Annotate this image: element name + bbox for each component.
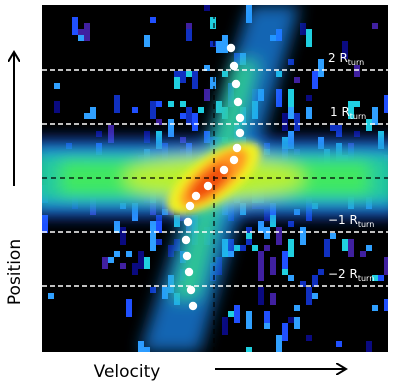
rotation-dot [233,97,243,107]
rotation-dot [229,155,239,165]
rotation-dot [235,128,245,138]
annotation: 2 Rturn [328,51,364,67]
annotation: −2 Rturn [328,267,374,283]
annotation: −1 Rturn [328,213,374,229]
rotation-dot [181,235,191,245]
heatmap [42,5,388,352]
rotation-dot [185,201,195,211]
rotation-dot [226,43,236,53]
y-axis-label: Position [5,239,25,305]
rotation-dot [186,285,196,295]
rotation-dot [188,301,198,311]
rotation-dot [219,165,229,175]
rotation-dot [184,267,194,277]
rotation-dot [235,113,245,123]
rotation-dot [231,79,241,89]
rotation-dot [182,251,192,261]
rotation-dot [232,143,242,153]
rotation-dot [229,61,239,71]
x-axis-label: Velocity [94,362,161,382]
rotation-dot [183,217,193,227]
rotation-dot [203,181,213,191]
annotation: 1 Rturn [330,105,366,121]
rotation-dot [191,191,201,201]
